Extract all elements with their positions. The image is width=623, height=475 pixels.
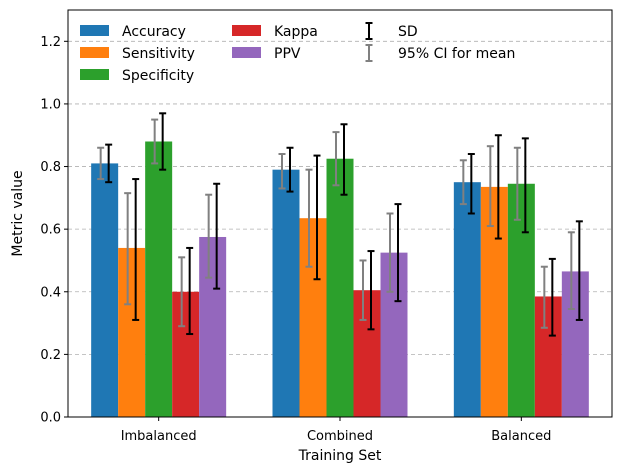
sd-error-bar bbox=[394, 203, 402, 303]
bar-sensitivity bbox=[299, 218, 327, 417]
legend-label: Sensitivity bbox=[122, 46, 195, 62]
ci-error-bar bbox=[486, 145, 494, 228]
ci-error-bar bbox=[459, 159, 467, 206]
sd-error-bar bbox=[186, 246, 194, 336]
legend-swatch bbox=[80, 69, 109, 80]
sd-error-bar bbox=[367, 250, 375, 331]
bar-specificity bbox=[507, 183, 535, 417]
bar-kappa bbox=[172, 291, 200, 417]
legend-label: Specificity bbox=[122, 68, 194, 84]
x-tick-label: Combined bbox=[307, 429, 373, 444]
legend-item-error-sd: SD bbox=[365, 22, 418, 40]
legend-item-error-ci: 95% CI for mean bbox=[365, 44, 515, 62]
y-axis-ticks: 0.0 0.2 0.4 0.6 0.8 1.0 1.2 bbox=[40, 35, 68, 426]
y-axis-label: Metric value bbox=[10, 170, 26, 256]
y-tick-label: 0.0 bbox=[40, 411, 61, 426]
sd-error-bar bbox=[521, 137, 529, 234]
bar-sensitivity bbox=[118, 247, 146, 417]
legend-item-kappa: Kappa bbox=[232, 24, 318, 40]
y-tick-label: 1.2 bbox=[40, 35, 61, 50]
legend-label: SD bbox=[398, 24, 418, 40]
bar-kappa bbox=[534, 296, 562, 417]
ci-error-bar bbox=[359, 259, 367, 321]
bar-ppv bbox=[561, 271, 589, 417]
legend-label: 95% CI for mean bbox=[398, 46, 515, 62]
legend-swatch bbox=[232, 25, 261, 36]
sd-error-bar bbox=[313, 154, 321, 281]
ci-error-bar bbox=[305, 168, 313, 268]
sd-error-bar bbox=[213, 182, 221, 290]
bars bbox=[91, 141, 589, 417]
legend-item-ppv: PPV bbox=[232, 46, 301, 62]
sd-error-bar bbox=[286, 146, 294, 193]
legend-item-accuracy: Accuracy bbox=[80, 24, 186, 40]
bar-ppv bbox=[199, 236, 227, 417]
sd-error-bar bbox=[340, 123, 348, 196]
legend-label: Accuracy bbox=[122, 24, 186, 40]
ci-error-bar bbox=[178, 256, 186, 328]
bar-specificity bbox=[326, 158, 354, 417]
sd-error-bar bbox=[467, 153, 475, 215]
ci-error-bar bbox=[332, 131, 340, 187]
ci-error-bar bbox=[513, 146, 521, 221]
ci-error-bar bbox=[124, 192, 132, 306]
legend-item-sensitivity: Sensitivity bbox=[80, 46, 195, 62]
x-axis-label: Training Set bbox=[298, 448, 382, 464]
x-tick-label: Balanced bbox=[491, 429, 551, 444]
legend-swatch bbox=[80, 47, 109, 58]
bar-accuracy bbox=[91, 163, 119, 417]
error-bars bbox=[97, 112, 583, 337]
legend-item-specificity: Specificity bbox=[80, 68, 194, 84]
ci-error-bar bbox=[97, 146, 105, 181]
ci-error-bar bbox=[567, 231, 575, 310]
legend-label: PPV bbox=[274, 46, 301, 62]
legend: Accuracy Sensitivity Specificity Kappa PPV SD… bbox=[80, 22, 515, 84]
x-axis-ticks: Imbalanced Combined Balanced bbox=[121, 417, 551, 444]
ci-error-bar bbox=[278, 153, 286, 190]
sd-error-bar bbox=[548, 257, 556, 337]
ci-error-bar bbox=[540, 265, 548, 329]
bar-sensitivity bbox=[480, 186, 508, 417]
sd-error-bar bbox=[105, 143, 113, 184]
legend-label: Kappa bbox=[274, 24, 318, 40]
y-tick-label: 1.0 bbox=[40, 97, 61, 112]
ci-error-bar bbox=[205, 193, 213, 279]
ci-error-bar bbox=[151, 118, 159, 165]
bar-kappa bbox=[353, 290, 381, 417]
legend-swatch bbox=[80, 25, 109, 36]
sd-error-bar bbox=[132, 178, 140, 321]
x-tick-label: Imbalanced bbox=[121, 429, 197, 444]
y-tick-label: 0.8 bbox=[40, 160, 61, 175]
y-tick-label: 0.2 bbox=[40, 348, 61, 363]
y-tick-label: 0.4 bbox=[40, 285, 61, 300]
ci-error-bar bbox=[386, 212, 394, 293]
sd-error-bar bbox=[159, 112, 167, 171]
legend-swatch bbox=[232, 47, 261, 58]
bar-accuracy bbox=[272, 169, 300, 417]
bar-accuracy bbox=[453, 182, 481, 417]
bar-ppv bbox=[380, 252, 408, 417]
sd-error-bar bbox=[494, 134, 502, 240]
y-tick-label: 0.6 bbox=[40, 223, 61, 238]
bar-specificity bbox=[145, 141, 173, 417]
sd-error-bar bbox=[575, 220, 583, 321]
